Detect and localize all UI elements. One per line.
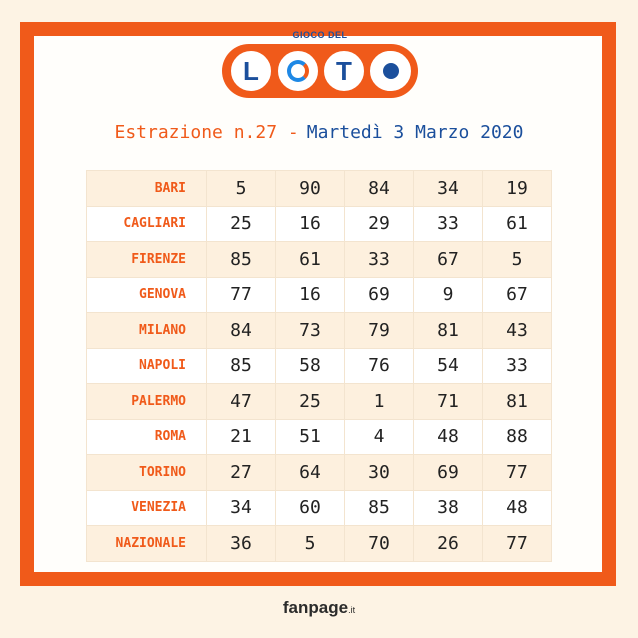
drawn-number: 5 <box>206 170 276 207</box>
drawn-number: 19 <box>482 170 552 207</box>
table-row: CAGLIARI 25 16 29 33 61 <box>86 205 552 242</box>
drawn-number: 81 <box>482 383 552 420</box>
city-name: NAPOLI <box>86 347 207 384</box>
draw-number: Estrazione n.27 - <box>114 122 299 143</box>
fanpage-tld: .it <box>348 605 356 615</box>
city-name: TORINO <box>86 454 207 491</box>
drawn-number: 84 <box>344 170 414 207</box>
drawn-number: 69 <box>344 276 414 313</box>
drawn-number: 5 <box>482 241 552 278</box>
city-name: FIRENZE <box>86 241 207 278</box>
drawn-number: 77 <box>482 525 552 562</box>
drawn-number: 60 <box>275 489 345 526</box>
table-row: GENOVA 77 16 69 9 67 <box>86 276 552 313</box>
city-name: GENOVA <box>86 276 207 313</box>
drawn-number: 34 <box>206 489 276 526</box>
drawn-number: 76 <box>344 347 414 384</box>
table-row: NAPOLI 85 58 76 54 33 <box>86 347 552 384</box>
drawn-number: 33 <box>344 241 414 278</box>
fanpage-logo: fanpage.it <box>0 598 638 618</box>
drawn-number: 36 <box>206 525 276 562</box>
city-name: VENEZIA <box>86 489 207 526</box>
logo-letter-l: L <box>231 51 271 91</box>
drawn-number: 61 <box>482 205 552 242</box>
city-name: BARI <box>86 170 207 207</box>
drawn-number: 30 <box>344 454 414 491</box>
table-row: TORINO 27 64 30 69 77 <box>86 454 552 491</box>
draw-heading: Estrazione n.27 - Martedì 3 Marzo 2020 <box>0 122 638 143</box>
city-name: NAZIONALE <box>86 525 207 562</box>
table-row: NAZIONALE 36 5 70 26 77 <box>86 525 552 562</box>
table-row: VENEZIA 34 60 85 38 48 <box>86 489 552 526</box>
table-row: ROMA 21 51 4 48 88 <box>86 418 552 455</box>
drawn-number: 64 <box>275 454 345 491</box>
logo-letter-t1: T <box>324 51 364 91</box>
results-table: BARI 5 90 84 34 19 CAGLIARI 25 16 29 33 61 FIRENZE 85… <box>86 170 552 562</box>
fanpage-brand: fanpage <box>282 598 349 617</box>
draw-date: Martedì 3 Marzo 2020 <box>306 122 524 143</box>
table-row: PALERMO 47 25 1 71 81 <box>86 383 552 420</box>
drawn-number: 84 <box>206 312 276 349</box>
drawn-number: 51 <box>275 418 345 455</box>
city-name: PALERMO <box>86 383 207 420</box>
drawn-number: 25 <box>275 383 345 420</box>
drawn-number: 48 <box>482 489 552 526</box>
drawn-number: 25 <box>206 205 276 242</box>
drawn-number: 33 <box>413 205 483 242</box>
drawn-number: 29 <box>344 205 414 242</box>
drawn-number: 48 <box>413 418 483 455</box>
drawn-number: 26 <box>413 525 483 562</box>
city-name: MILANO <box>86 312 207 349</box>
drawn-number: 5 <box>275 525 345 562</box>
drawn-number: 27 <box>206 454 276 491</box>
dot-icon <box>383 63 399 79</box>
drawn-number: 77 <box>206 276 276 313</box>
drawn-number: 16 <box>275 276 345 313</box>
drawn-number: 67 <box>482 276 552 313</box>
drawn-number: 85 <box>206 347 276 384</box>
city-name: ROMA <box>86 418 207 455</box>
drawn-number: 61 <box>275 241 345 278</box>
drawn-number: 85 <box>206 241 276 278</box>
drawn-number: 38 <box>413 489 483 526</box>
table-row: FIRENZE 85 61 33 67 5 <box>86 241 552 278</box>
drawn-number: 21 <box>206 418 276 455</box>
drawn-number: 77 <box>482 454 552 491</box>
drawn-number: 71 <box>413 383 483 420</box>
drawn-number: 90 <box>275 170 345 207</box>
city-name: CAGLIARI <box>86 205 207 242</box>
logo-dot-ball <box>371 51 411 91</box>
table-row: BARI 5 90 84 34 19 <box>86 170 552 207</box>
drawn-number: 58 <box>275 347 345 384</box>
drawn-number: 81 <box>413 312 483 349</box>
drawn-number: 43 <box>482 312 552 349</box>
drawn-number: 54 <box>413 347 483 384</box>
drawn-number: 88 <box>482 418 552 455</box>
drawn-number: 73 <box>275 312 345 349</box>
drawn-number: 33 <box>482 347 552 384</box>
logo-top-text: GIOCO DEL <box>292 30 348 40</box>
drawn-number: 85 <box>344 489 414 526</box>
table-row: MILANO 84 73 79 81 43 <box>86 312 552 349</box>
swirl-icon <box>287 60 309 82</box>
logo-swirl-ball <box>278 51 318 91</box>
drawn-number: 70 <box>344 525 414 562</box>
drawn-number: 67 <box>413 241 483 278</box>
drawn-number: 79 <box>344 312 414 349</box>
drawn-number: 1 <box>344 383 414 420</box>
drawn-number: 69 <box>413 454 483 491</box>
drawn-number: 34 <box>413 170 483 207</box>
drawn-number: 16 <box>275 205 345 242</box>
drawn-number: 4 <box>344 418 414 455</box>
drawn-number: 9 <box>413 276 483 313</box>
drawn-number: 47 <box>206 383 276 420</box>
